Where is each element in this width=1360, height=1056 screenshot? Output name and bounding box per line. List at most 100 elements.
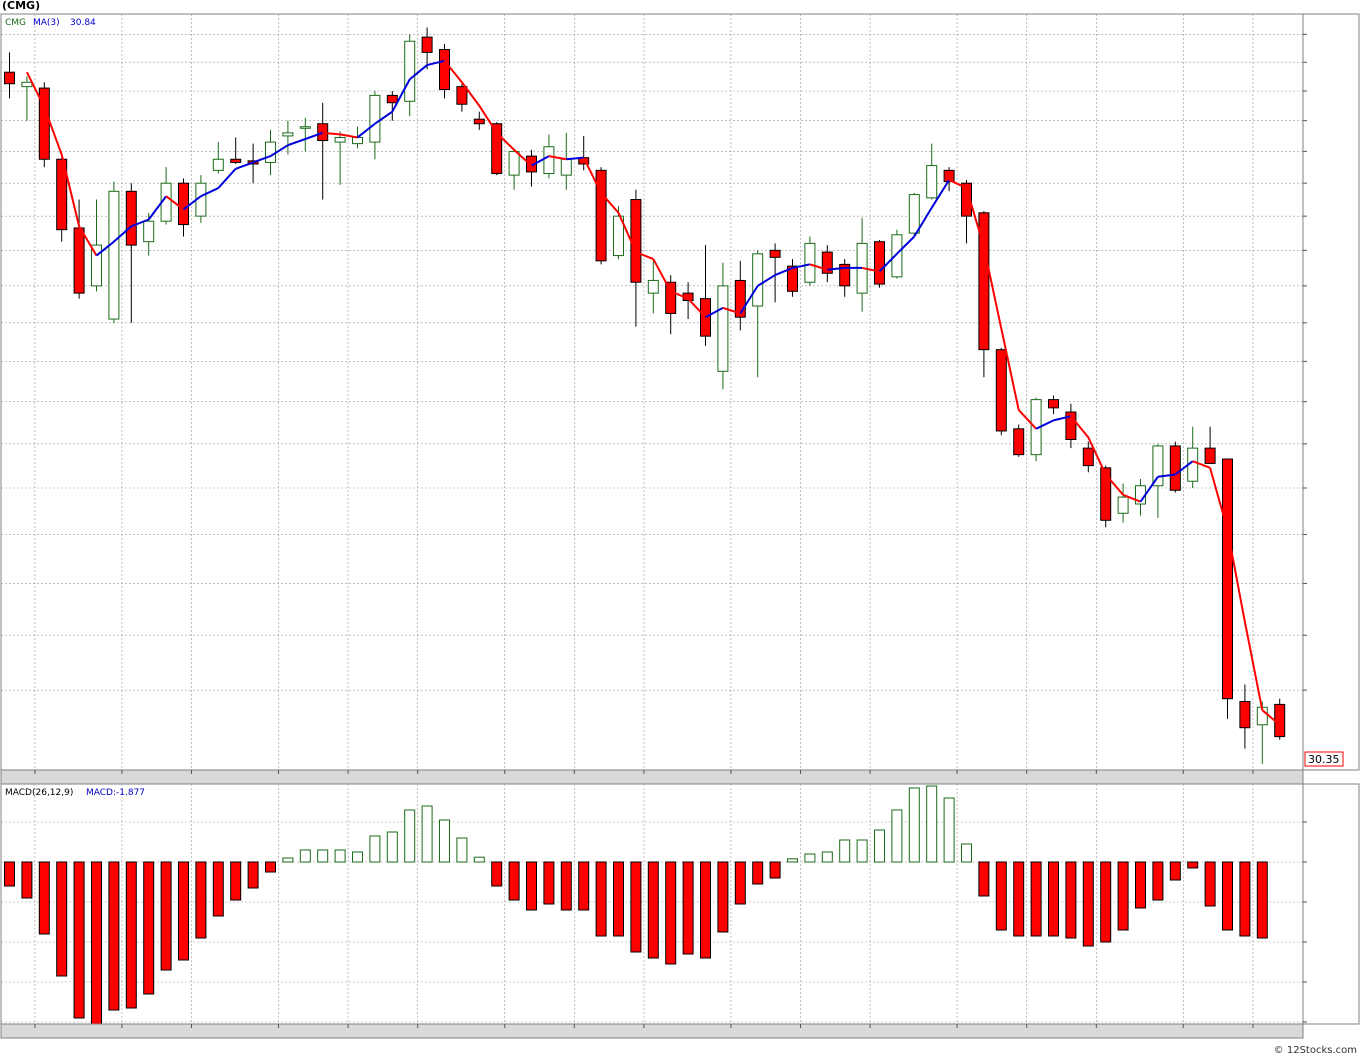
- macd-legend-value: MACD:-1.877: [86, 788, 145, 798]
- macd-bar-positive: [787, 858, 798, 863]
- ma-segment: [965, 187, 985, 248]
- macd-bar-negative: [1082, 861, 1094, 947]
- ma-segment: [147, 195, 167, 221]
- macd-y-axis: [1303, 821, 1307, 1023]
- ma-segment: [930, 179, 950, 209]
- down-candle-body: [317, 123, 329, 142]
- up-candle-body: [543, 146, 555, 175]
- up-candle-body: [908, 194, 920, 234]
- macd-bar-positive: [386, 831, 398, 863]
- down-candle-body: [995, 349, 1007, 432]
- down-candle-body: [178, 182, 189, 226]
- macd-bar-negative: [543, 861, 555, 905]
- price-legend-ma-value: 30.84: [70, 18, 96, 28]
- macd-bar-negative: [978, 861, 990, 897]
- ma-segment: [461, 81, 481, 107]
- up-candle-body: [926, 165, 938, 199]
- macd-bar-negative: [595, 861, 607, 937]
- ma-segment: [566, 156, 584, 161]
- up-candle-body: [508, 150, 520, 176]
- macd-bar-positive: [334, 849, 346, 863]
- ma-segment: [200, 187, 219, 198]
- price-y-axis: [1303, 33, 1307, 691]
- ma-segment: [722, 306, 741, 315]
- down-candle-body: [56, 158, 68, 231]
- macd-bar-positive: [926, 785, 938, 863]
- ma-segment: [774, 266, 793, 276]
- macd-bar-positive: [961, 843, 972, 863]
- macd-bar-negative: [265, 861, 276, 873]
- up-candle-body: [282, 132, 294, 137]
- ma-segment: [739, 285, 759, 314]
- ma-segment: [1174, 460, 1194, 476]
- macd-bar-negative: [1222, 861, 1233, 931]
- last-price-tag-box: [1304, 751, 1344, 767]
- down-candle-body: [473, 118, 485, 125]
- down-candle-body: [839, 263, 851, 287]
- macd-bar-positive: [804, 853, 816, 863]
- ma-segment: [705, 306, 724, 319]
- ma-segment: [1070, 415, 1090, 438]
- ma-segment: [1139, 476, 1159, 503]
- macd-bar-negative: [195, 861, 207, 939]
- ma-segment: [896, 235, 916, 255]
- price-panel: 30.35 CMG MA(3) 30.84: [0, 13, 1360, 771]
- up-candle-body: [143, 220, 155, 243]
- ma-segment: [78, 225, 98, 257]
- macd-bar-positive: [821, 851, 833, 863]
- macd-bar-negative: [160, 861, 172, 971]
- down-candle-body: [630, 199, 642, 283]
- ma-segment: [409, 64, 428, 81]
- macd-bar-negative: [1135, 861, 1146, 909]
- down-candle-body: [665, 281, 677, 314]
- macd-bar-positive: [317, 849, 329, 863]
- ma-segment: [426, 59, 445, 67]
- macd-bar-negative: [734, 861, 746, 905]
- ma-segment: [982, 246, 1003, 329]
- macd-bar-positive: [421, 805, 433, 863]
- ma-segment: [1000, 328, 1020, 411]
- ma-segment: [113, 225, 132, 243]
- up-candle-body: [647, 279, 659, 294]
- price-x-axis-bar: [0, 769, 1304, 785]
- macd-bar-negative: [21, 861, 33, 899]
- down-candle-body: [821, 251, 833, 274]
- ma-segment: [687, 297, 707, 318]
- macd-panel: MACD(26,12,9) MACD:-1.877: [0, 783, 1360, 1029]
- up-candle-body: [212, 158, 224, 171]
- ma-segment: [635, 251, 654, 261]
- ma-segment: [1122, 493, 1141, 503]
- up-candle-body: [334, 136, 346, 143]
- macd-bar-negative: [682, 861, 694, 955]
- price-x-axis: [34, 770, 1254, 774]
- down-candle-body: [978, 212, 990, 351]
- ma-segment: [252, 155, 271, 164]
- down-candle-body: [1065, 411, 1077, 441]
- price-plot-area: [0, 13, 1304, 771]
- ma-segment: [1157, 473, 1176, 478]
- down-candle-body: [1169, 445, 1181, 491]
- macd-bar-positive: [473, 856, 485, 863]
- down-candle-body: [125, 190, 137, 246]
- macd-bar-positive: [839, 839, 851, 863]
- up-candle-body: [613, 215, 624, 257]
- up-candle-body: [1152, 445, 1164, 487]
- down-candle-body: [1204, 447, 1216, 464]
- macd-bar-negative: [212, 861, 224, 917]
- ma-segment: [809, 263, 828, 271]
- ma-segment: [165, 195, 185, 211]
- ma-segment: [792, 263, 811, 269]
- macd-bar-negative: [769, 861, 781, 879]
- down-candle-body: [526, 155, 537, 173]
- macd-bar-positive: [439, 819, 450, 863]
- down-candle-body: [1013, 428, 1025, 456]
- macd-x-axis: [34, 1024, 1254, 1028]
- ma-segment: [913, 207, 933, 238]
- ma-segment: [1209, 467, 1229, 530]
- down-candle-body: [491, 123, 503, 175]
- down-candle-body: [456, 86, 468, 105]
- ma-segment: [1226, 529, 1246, 623]
- macd-bar-positive: [352, 851, 363, 863]
- up-candle-body: [352, 136, 363, 145]
- macd-bar-negative: [1204, 861, 1216, 907]
